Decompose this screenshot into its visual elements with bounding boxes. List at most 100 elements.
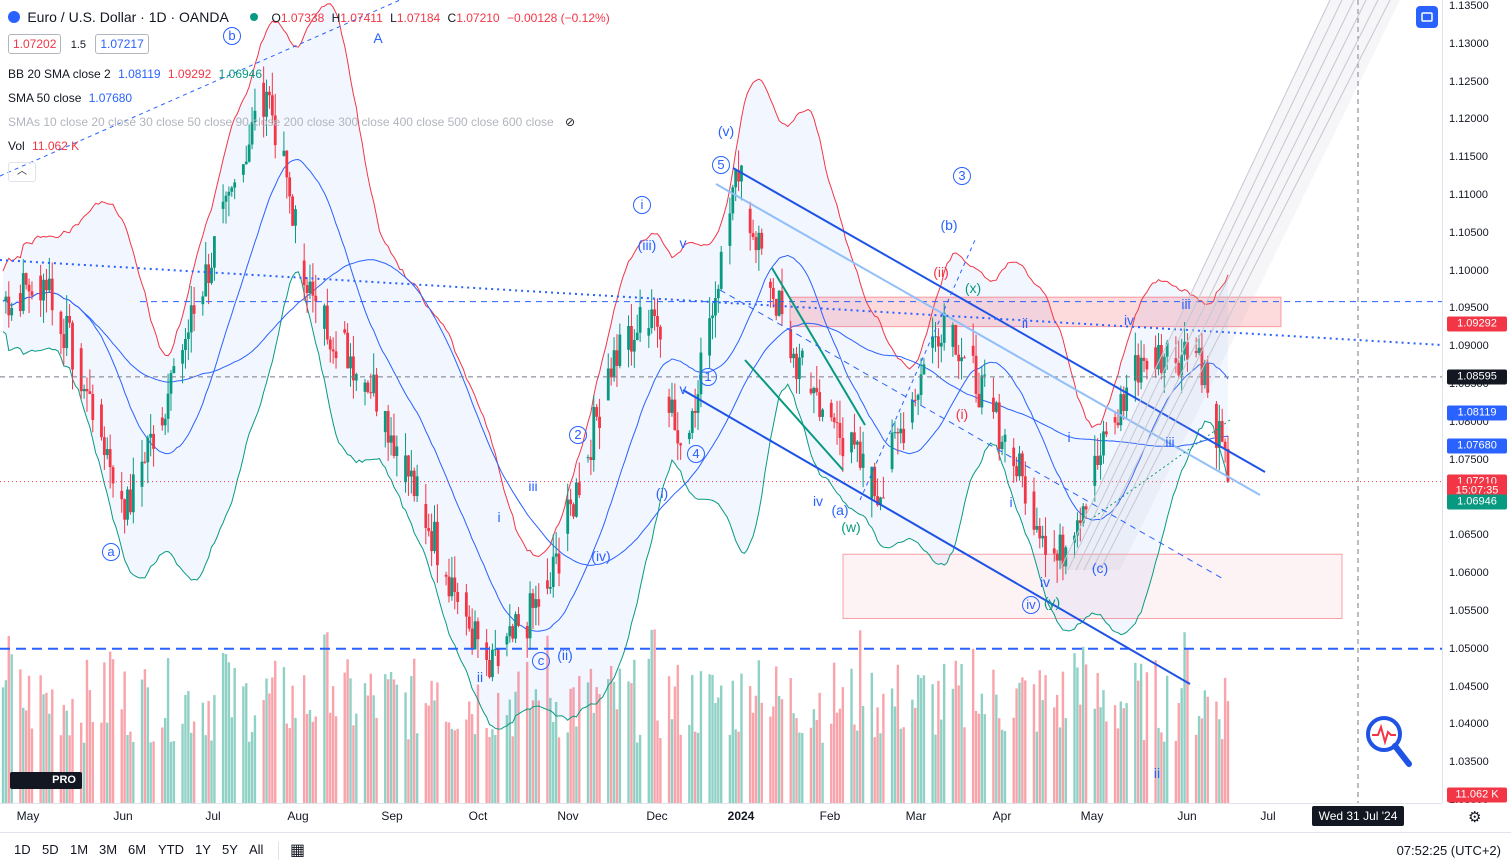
wave-label[interactable]: (x) [964, 280, 982, 296]
range-button-ytd[interactable]: YTD [158, 842, 184, 857]
candle-body [314, 295, 318, 302]
fan-channel-line [1075, 0, 1355, 571]
wave-label[interactable]: (i) [955, 406, 969, 422]
volume-bar [592, 712, 595, 803]
wave-label[interactable]: b [223, 27, 241, 45]
wave-label[interactable]: (iv) [591, 548, 611, 564]
wave-label[interactable]: (i) [655, 485, 669, 501]
candle-body [832, 417, 836, 423]
hidden-eye-icon[interactable]: ⊘ [565, 115, 576, 129]
volume-bar [995, 694, 998, 803]
wave-label[interactable]: iv [1022, 596, 1040, 614]
candle-body [334, 351, 338, 359]
candle-body [111, 467, 115, 484]
wave-label[interactable]: 2 [569, 426, 587, 444]
wave-label[interactable]: 3 [953, 167, 971, 185]
wave-label[interactable]: iv [1123, 312, 1135, 328]
wave-label[interactable]: i [1067, 429, 1071, 445]
volume-bar [444, 721, 448, 803]
wave-label[interactable]: iv [812, 493, 824, 509]
wave-label[interactable]: 5 [712, 156, 730, 174]
range-button-1d[interactable]: 1D [14, 842, 31, 857]
volume-bar [1165, 675, 1169, 803]
wave-label[interactable]: iii [1165, 434, 1175, 450]
volume-bar [384, 674, 387, 803]
smas-legend[interactable]: SMAs 10 close 20 close 30 close 50 close… [8, 115, 575, 129]
wave-label[interactable]: (b) [940, 217, 958, 233]
wave-label[interactable]: i [1009, 494, 1013, 510]
volume-bar [302, 675, 306, 803]
price-axis[interactable]: 1.13500 1.13000 1.12500 1.12000 1.11500 1.110… [1442, 0, 1511, 806]
candle-body [546, 580, 549, 589]
volume-bar [931, 684, 934, 803]
volume-bar [4, 680, 8, 803]
range-button-1m[interactable]: 1M [70, 842, 89, 857]
wave-label[interactable]: v [679, 381, 687, 397]
wave-label[interactable]: (ii) [933, 264, 949, 280]
candle-body [963, 357, 966, 359]
wave-label[interactable]: A [373, 30, 383, 46]
settings-gear-icon[interactable]: ⚙ [1468, 809, 1482, 826]
channel-upper-line [732, 167, 1266, 473]
volume-bar [247, 741, 251, 803]
candle-body [352, 356, 355, 381]
volume-bar [389, 672, 393, 803]
wave-label[interactable]: v [679, 235, 687, 251]
chart-pane[interactable] [0, 0, 1442, 803]
range-button-1y[interactable]: 1Y [195, 842, 211, 857]
wave-label[interactable]: 4 [687, 445, 705, 463]
volume-bar [485, 727, 488, 803]
symbol-title[interactable]: Euro / U.S. Dollar · 1D · OANDA [27, 9, 229, 25]
range-button-3m[interactable]: 3M [99, 842, 118, 857]
wave-label[interactable]: iii [528, 478, 538, 494]
candle-body [1206, 363, 1210, 393]
volume-bar [549, 697, 552, 803]
wave-label[interactable]: (ii) [557, 647, 573, 663]
wave-label[interactable]: (w) [841, 519, 861, 535]
volume-bar [589, 668, 593, 803]
wave-label[interactable]: ii [1021, 315, 1029, 331]
fullscreen-button[interactable] [1416, 6, 1438, 28]
range-button-all[interactable]: All [249, 842, 264, 857]
collapse-legend-icon[interactable]: ︿ [8, 162, 36, 182]
wave-label[interactable]: i [497, 509, 501, 525]
range-button-6m[interactable]: 6M [128, 842, 147, 857]
candle-body [343, 329, 347, 333]
volume-bar [291, 685, 294, 803]
wave-label[interactable]: (iii) [637, 237, 657, 253]
wave-label[interactable]: (v) [717, 123, 735, 139]
buy-price-button[interactable]: 1.07217 [95, 34, 149, 54]
volume-bar [1076, 667, 1079, 803]
range-button-5d[interactable]: 5D [42, 842, 59, 857]
volume-legend[interactable]: Vol 11.062 K [8, 139, 79, 153]
sma50-legend[interactable]: SMA 50 close 1.07680 [8, 91, 132, 105]
candle-body [1099, 455, 1102, 466]
time-tick: Feb [819, 809, 841, 823]
calendar-range-icon[interactable]: ▦ [290, 842, 306, 859]
candle-body [890, 432, 894, 470]
candle-body [7, 296, 11, 316]
wave-label[interactable]: 1 [699, 368, 717, 386]
price-chart-svg[interactable] [0, 0, 1442, 803]
wave-label[interactable]: (y) [1043, 594, 1061, 610]
time-axis[interactable]: May Jun Jul Aug Sep Oct Nov Dec 2024 Feb Mar Apr May… [0, 803, 1442, 830]
sell-price-button[interactable]: 1.07202 [8, 34, 62, 54]
wave-label[interactable]: c [532, 652, 550, 670]
time-tick: 2024 [727, 809, 755, 823]
volume-bar [998, 718, 1001, 803]
wave-label[interactable]: i [633, 196, 651, 214]
wave-label[interactable]: a [102, 543, 120, 561]
price-tick: 1.12500 [1449, 75, 1489, 88]
bb-legend[interactable]: BB 20 SMA close 2 1.08119 1.09292 1.0694… [8, 67, 262, 81]
wave-label[interactable]: iii [1181, 296, 1191, 312]
wave-label[interactable]: ii [1153, 765, 1161, 781]
range-button-5y[interactable]: 5Y [222, 842, 238, 857]
candle-body [531, 593, 535, 608]
wave-label[interactable]: (c) [1091, 560, 1109, 576]
wave-label[interactable]: ii [476, 669, 484, 685]
wave-label[interactable]: (a) [831, 502, 849, 518]
clock[interactable]: 07:52:25 (UTC+2) [1396, 843, 1501, 858]
wave-label[interactable]: iv [1039, 574, 1051, 590]
volume-bar [288, 728, 291, 803]
volume-bar [140, 679, 144, 803]
